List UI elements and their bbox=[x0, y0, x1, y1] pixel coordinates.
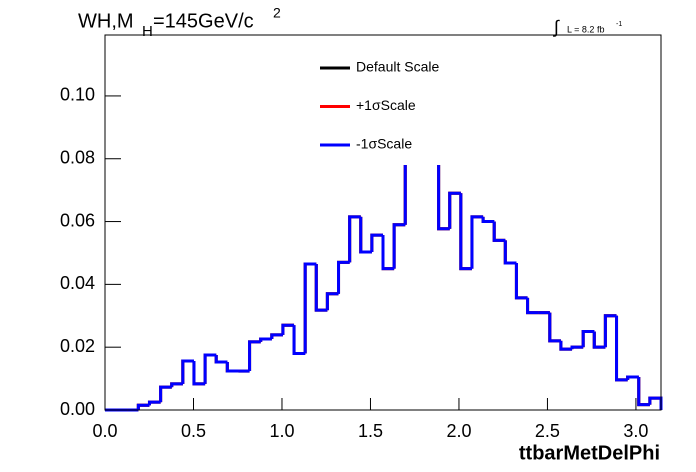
histogram-step bbox=[348, 215, 361, 263]
histogram-step bbox=[548, 312, 561, 343]
histogram-step bbox=[581, 329, 595, 348]
histogram-step bbox=[370, 233, 383, 253]
title: =145GeV/c bbox=[153, 10, 254, 32]
histogram-step bbox=[526, 297, 539, 315]
histogram-step bbox=[481, 216, 495, 224]
histogram-step bbox=[325, 292, 339, 311]
histogram-step bbox=[615, 315, 628, 382]
histogram-step bbox=[626, 375, 639, 380]
y-tick-label: 0.00 bbox=[60, 399, 95, 419]
x-tick-label: 2.0 bbox=[446, 421, 471, 441]
histogram-step bbox=[492, 221, 506, 242]
histogram-step bbox=[292, 325, 306, 355]
histogram-step bbox=[392, 223, 406, 269]
annotation: -1 bbox=[616, 21, 622, 28]
histogram-step bbox=[381, 235, 395, 271]
title-subscript: H bbox=[142, 23, 153, 40]
histogram-step bbox=[303, 262, 317, 354]
histogram-step bbox=[136, 403, 150, 410]
x-tick-label: 1.5 bbox=[358, 421, 383, 441]
y-tick-label: 0.10 bbox=[60, 85, 95, 105]
histogram-step bbox=[159, 385, 172, 403]
x-tick-label: 2.5 bbox=[535, 421, 560, 441]
x-axis-label: ttbarMetDelPhi bbox=[519, 442, 660, 464]
histogram-step bbox=[270, 333, 283, 340]
title: WH,M bbox=[78, 10, 134, 32]
histogram-step bbox=[181, 359, 194, 384]
histogram-step bbox=[225, 361, 239, 373]
histogram-step bbox=[314, 263, 328, 312]
histogram-step bbox=[592, 331, 606, 349]
x-tick-label: 0.0 bbox=[92, 421, 117, 441]
histogram-step bbox=[147, 400, 161, 406]
x-tick-label: 0.5 bbox=[181, 421, 206, 441]
histogram-step bbox=[570, 345, 584, 350]
histogram-step bbox=[437, 146, 450, 231]
x-tick-label: 1.0 bbox=[269, 421, 294, 441]
histogram-step bbox=[259, 337, 272, 342]
histogram-step bbox=[503, 240, 517, 265]
histogram-step bbox=[203, 353, 217, 384]
legend-label: -1σScale bbox=[356, 136, 412, 152]
y-tick-label: 0.04 bbox=[60, 273, 95, 293]
histogram-step bbox=[170, 382, 183, 388]
histogram-step bbox=[514, 263, 528, 300]
histogram-step bbox=[214, 355, 228, 364]
histogram-step bbox=[281, 323, 295, 335]
histogram-step bbox=[359, 216, 372, 254]
histogram-step bbox=[192, 361, 206, 386]
plot-frame bbox=[104, 34, 662, 411]
histogram-step bbox=[559, 340, 573, 351]
y-tick-label: 0.06 bbox=[60, 210, 95, 230]
annotation: L = 8.2 fb bbox=[567, 24, 604, 34]
histogram-step bbox=[603, 314, 617, 348]
y-tick-label: 0.02 bbox=[60, 336, 95, 356]
y-tick-label: 0.08 bbox=[60, 147, 95, 167]
legend-label: Default Scale bbox=[356, 59, 439, 75]
x-tick-label: 3.0 bbox=[623, 421, 648, 441]
histogram-step bbox=[248, 340, 261, 372]
histogram-step bbox=[448, 191, 461, 229]
histogram-step bbox=[470, 215, 484, 269]
histogram-step bbox=[637, 377, 650, 407]
histogram-step bbox=[337, 260, 350, 294]
annotation: ∫ bbox=[552, 17, 560, 37]
legend-label: +1σScale bbox=[356, 97, 416, 113]
title-superscript: 2 bbox=[273, 5, 281, 21]
histogram-step bbox=[459, 193, 472, 271]
